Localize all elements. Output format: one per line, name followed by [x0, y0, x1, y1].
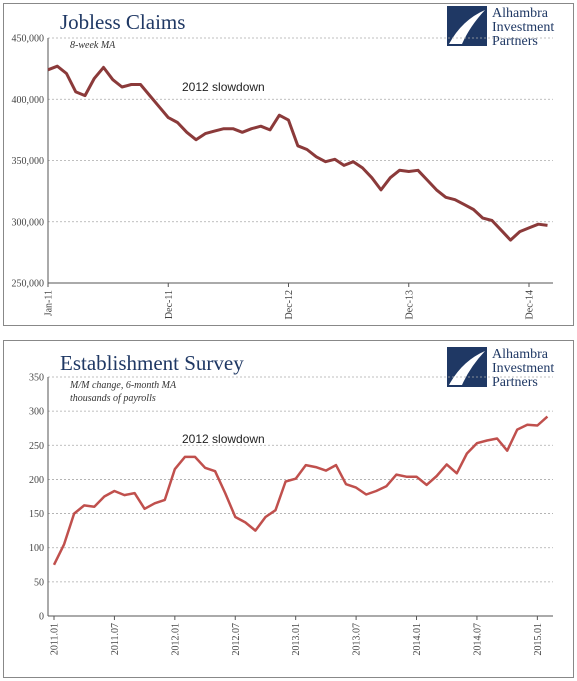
panel-border: [3, 3, 574, 326]
subtitle: 8-week MA: [70, 40, 116, 51]
x-tick-label: 2013.01: [291, 623, 302, 656]
logo-text: Alhambra: [492, 6, 549, 21]
y-tick-label: 350: [29, 373, 44, 384]
y-tick-label: 100: [29, 543, 44, 554]
panel-border: [3, 340, 574, 678]
x-tick-label: Dec-13: [404, 290, 415, 319]
logo-text: Alhambra: [492, 347, 549, 362]
x-tick-label: Jan-11: [44, 290, 55, 316]
chart-title: Establishment Survey: [60, 351, 244, 375]
y-tick-label: 250: [29, 441, 44, 452]
logo: Alhambra Investment Partners: [447, 6, 554, 49]
y-tick-label: 0: [39, 612, 44, 623]
y-tick-label: 450,000: [12, 34, 45, 45]
panel: Establishment Survey M/M change, 6-month…: [3, 340, 574, 678]
data-line: [52, 415, 549, 566]
y-tick-label: 350,000: [12, 156, 45, 167]
x-tick-label: 2011.01: [50, 623, 61, 655]
subtitle: M/M change, 6-month MA: [69, 380, 177, 391]
logo-text: Investment: [492, 20, 554, 35]
y-tick-label: 150: [29, 509, 44, 520]
panel: Jobless Claims 8-week MA 2012 slowdown A…: [3, 3, 574, 326]
y-tick-label: 300,000: [12, 217, 45, 228]
x-tick-label: 2012.07: [231, 623, 242, 656]
logo-swoosh: [449, 10, 485, 44]
x-tick-label: 2014.07: [472, 623, 483, 656]
y-tick-label: 300: [29, 407, 44, 418]
x-tick-label: 2012.01: [170, 623, 181, 656]
chart-title: Jobless Claims: [60, 10, 185, 34]
logo-swoosh: [449, 351, 485, 385]
y-tick-label: 400,000: [12, 95, 45, 106]
data-line: [47, 64, 548, 242]
logo-text: Partners: [492, 375, 538, 390]
annotation: 2012 slowdown: [182, 432, 265, 446]
x-tick-label: Dec-11: [164, 290, 175, 319]
x-tick-label: 2011.07: [110, 623, 121, 655]
logo-text: Partners: [492, 34, 538, 49]
y-tick-label: 250,000: [12, 279, 45, 290]
x-tick-label: Dec-12: [284, 290, 295, 319]
logo: Alhambra Investment Partners: [447, 347, 554, 390]
x-tick-label: 2014.01: [412, 623, 423, 656]
logo-text: Investment: [492, 361, 554, 376]
x-tick-label: 2015.01: [533, 623, 544, 656]
y-tick-label: 200: [29, 475, 44, 486]
annotation: 2012 slowdown: [182, 80, 265, 94]
x-tick-label: 2013.07: [352, 623, 363, 656]
subtitle: thousands of payrolls: [70, 393, 156, 404]
x-tick-label: Dec-14: [525, 290, 536, 319]
y-tick-label: 50: [34, 577, 44, 588]
